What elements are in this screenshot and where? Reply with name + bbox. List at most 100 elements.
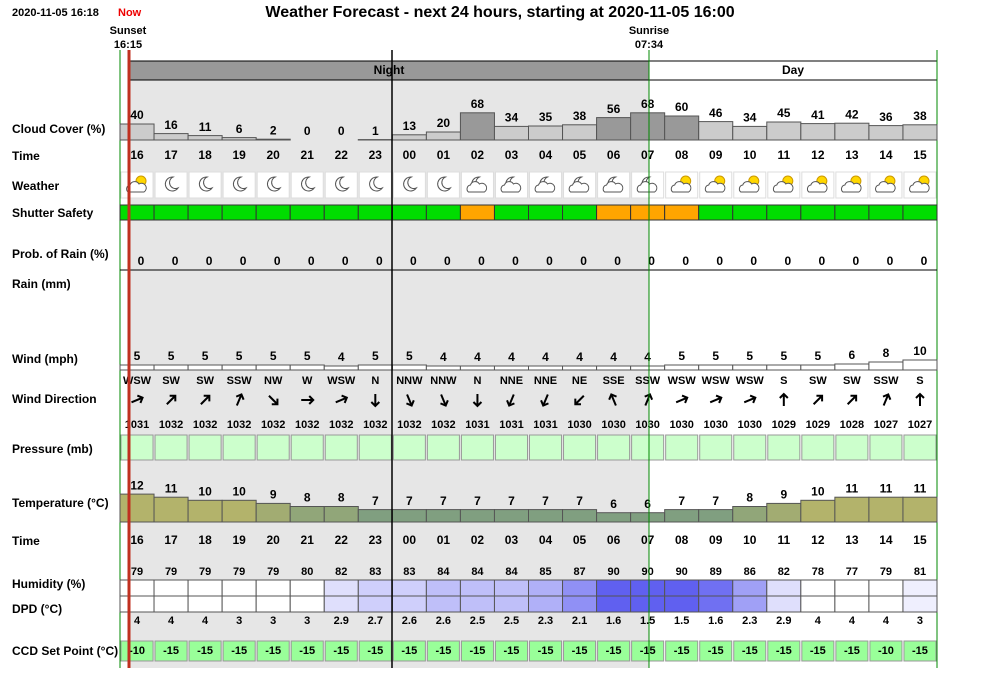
temp-value: 8 [338,491,345,505]
humidity-value: 84 [471,566,484,578]
pressure-value: 1032 [159,419,183,431]
dpd-value: 3 [304,615,310,627]
hour: 21 [301,533,315,547]
temp-value: 12 [130,478,144,492]
temp-bar [869,497,903,522]
cloud-value: 35 [539,110,553,124]
now-label: Now [118,7,142,19]
humidity-value: 78 [812,566,824,578]
wind-dir: NNW [396,375,423,387]
ccd-value: -15 [197,645,213,657]
humidity-value: 90 [642,566,654,578]
shutter-cell [460,205,494,220]
wind-value: 5 [780,349,787,363]
rain-prob: 0 [784,254,791,268]
ccd-value: -15 [163,645,179,657]
rain-prob: 0 [274,254,281,268]
humidity-value: 79 [267,566,279,578]
cloud-bar [631,113,665,140]
shutter-cell [154,205,188,220]
wind-value: 4 [440,350,447,364]
ccd-value: -15 [504,645,520,657]
hour: 16 [130,533,144,547]
dpd-value: 4 [134,615,141,627]
wind-dir: SSE [603,375,625,387]
wind-dir: SSW [227,375,253,387]
pressure-cell [189,435,221,460]
dpd-value: 2.3 [538,615,553,627]
cloud-bar [392,135,426,140]
hour: 12 [811,533,825,547]
cloud-bar [563,125,597,140]
shutter-cell [494,205,528,220]
hour: 09 [709,533,723,547]
pressure-value: 1030 [635,419,659,431]
temp-bar [120,494,154,522]
hour: 23 [369,533,383,547]
wind-value: 5 [270,349,277,363]
wind-arrow [675,394,689,406]
rain-prob: 0 [682,254,689,268]
pressure-cell [495,435,527,460]
wind-bar [665,365,699,370]
cloud-bar [699,122,733,140]
cloud-value: 45 [777,106,791,120]
day-label: Day [782,63,804,77]
pressure-cell [836,435,868,460]
rain-prob: 0 [887,254,894,268]
pressure-value: 1031 [465,419,489,431]
pressure-cell [427,435,459,460]
temp-bar [529,510,563,522]
hour: 06 [607,148,621,162]
humidity-value: 77 [846,566,858,578]
cloud-value: 2 [270,123,277,137]
wind-dir: N [371,375,379,387]
wind-bar [120,365,154,370]
dpd-value: 1.6 [708,615,723,627]
shutter-cell [290,205,324,220]
cloud-value: 1 [372,124,379,138]
wind-arrow [811,393,825,407]
ccd-value: -15 [401,645,417,657]
wind-bar [563,366,597,370]
temp-value: 6 [610,497,617,511]
temp-bar [835,497,869,522]
shutter-cell [801,205,835,220]
row-label: Weather [12,179,59,193]
pressure-cell [598,435,630,460]
ccd-value: -15 [844,645,860,657]
pressure-value: 1032 [193,419,217,431]
ccd-value: -15 [265,645,281,657]
wind-value: 5 [236,349,243,363]
wind-bar [801,365,835,370]
temp-bar [494,510,528,522]
cloud-value: 13 [403,119,417,133]
ccd-value: -15 [572,645,588,657]
cloud-bar [222,138,256,140]
hour: 11 [777,533,790,547]
wind-value: 4 [644,350,651,364]
hour: 18 [198,533,212,547]
pressure-cell [632,435,664,460]
temp-value: 11 [914,481,927,495]
cloud-value: 20 [437,116,451,130]
cloud-value: 41 [811,108,825,122]
wind-bar [256,365,290,370]
temp-bar [460,510,494,522]
wind-value: 5 [168,349,175,363]
wind-bar [358,365,392,370]
rain-prob: 0 [921,254,928,268]
cloud-value: 36 [879,110,893,124]
wind-dir: NE [572,375,587,387]
shutter-cell [529,205,563,220]
wind-dir: WSW [327,375,356,387]
cloud-value: 46 [709,106,723,120]
rain-prob: 0 [750,254,757,268]
temp-bar [563,510,597,522]
title: Weather Forecast - next 24 hours, starti… [265,4,734,21]
wind-dir: WSW [668,375,697,387]
shutter-cell [733,205,767,220]
sunset-label: Sunset [110,25,147,37]
hour: 14 [879,148,893,162]
